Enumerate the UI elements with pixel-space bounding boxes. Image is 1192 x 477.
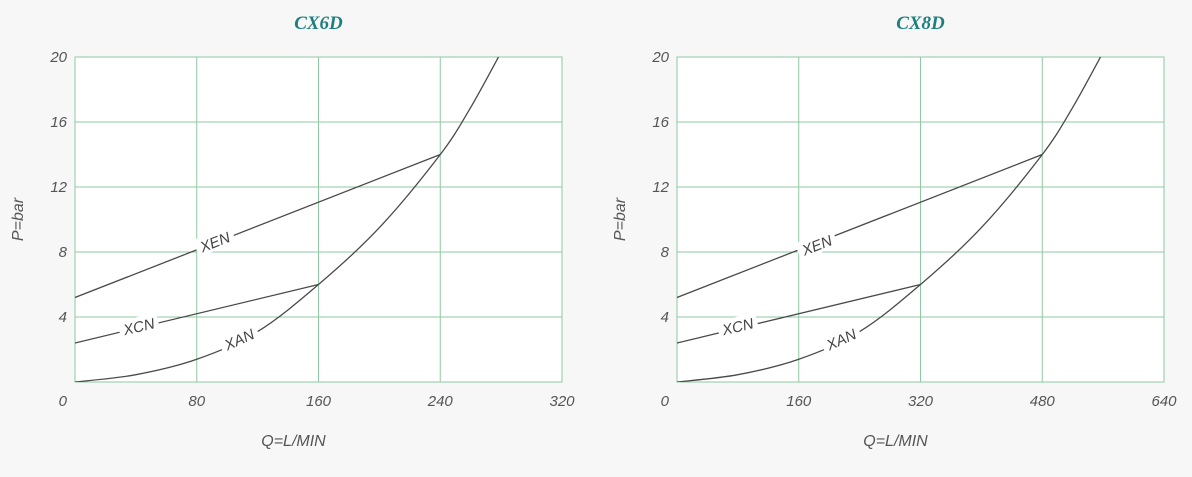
x-axis-label: Q=L/MIN [863,433,928,450]
x-tick-label: 240 [427,393,454,410]
series-line-xen [75,153,441,299]
series-line-xcn [75,283,319,344]
x-tick-label: 80 [188,393,205,410]
y-tick-label: 8 [59,244,68,261]
x-tick-label: 160 [786,393,812,410]
x-tick-label: 320 [549,393,575,410]
y-tick-label: 20 [651,49,669,66]
x-axis-label: Q=L/MIN [261,433,326,450]
series-line-xan [75,57,500,382]
series-line-xan [677,57,1102,382]
x-tick-label: 320 [908,393,934,410]
x-tick-label: 640 [1151,393,1177,410]
series-line-xen [677,153,1043,299]
y-tick-label: 4 [661,309,669,326]
y-tick-label: 16 [50,114,67,131]
x-tick-label: 0 [661,393,670,410]
y-tick-label: 8 [661,244,670,261]
y-tick-label: 12 [652,179,669,196]
y-axis-label: P=bar [612,197,629,241]
chart-title: CX8D [896,13,945,34]
y-tick-label: 12 [50,179,67,196]
x-tick-label: 0 [59,393,68,410]
chart-title: CX6D [294,13,343,34]
y-tick-label: 16 [652,114,669,131]
x-tick-label: 160 [306,393,332,410]
series-line-xcn [677,283,921,344]
x-tick-label: 480 [1030,393,1056,410]
y-tick-label: 4 [59,309,67,326]
y-tick-label: 20 [49,49,67,66]
y-axis-label: P=bar [10,197,27,241]
